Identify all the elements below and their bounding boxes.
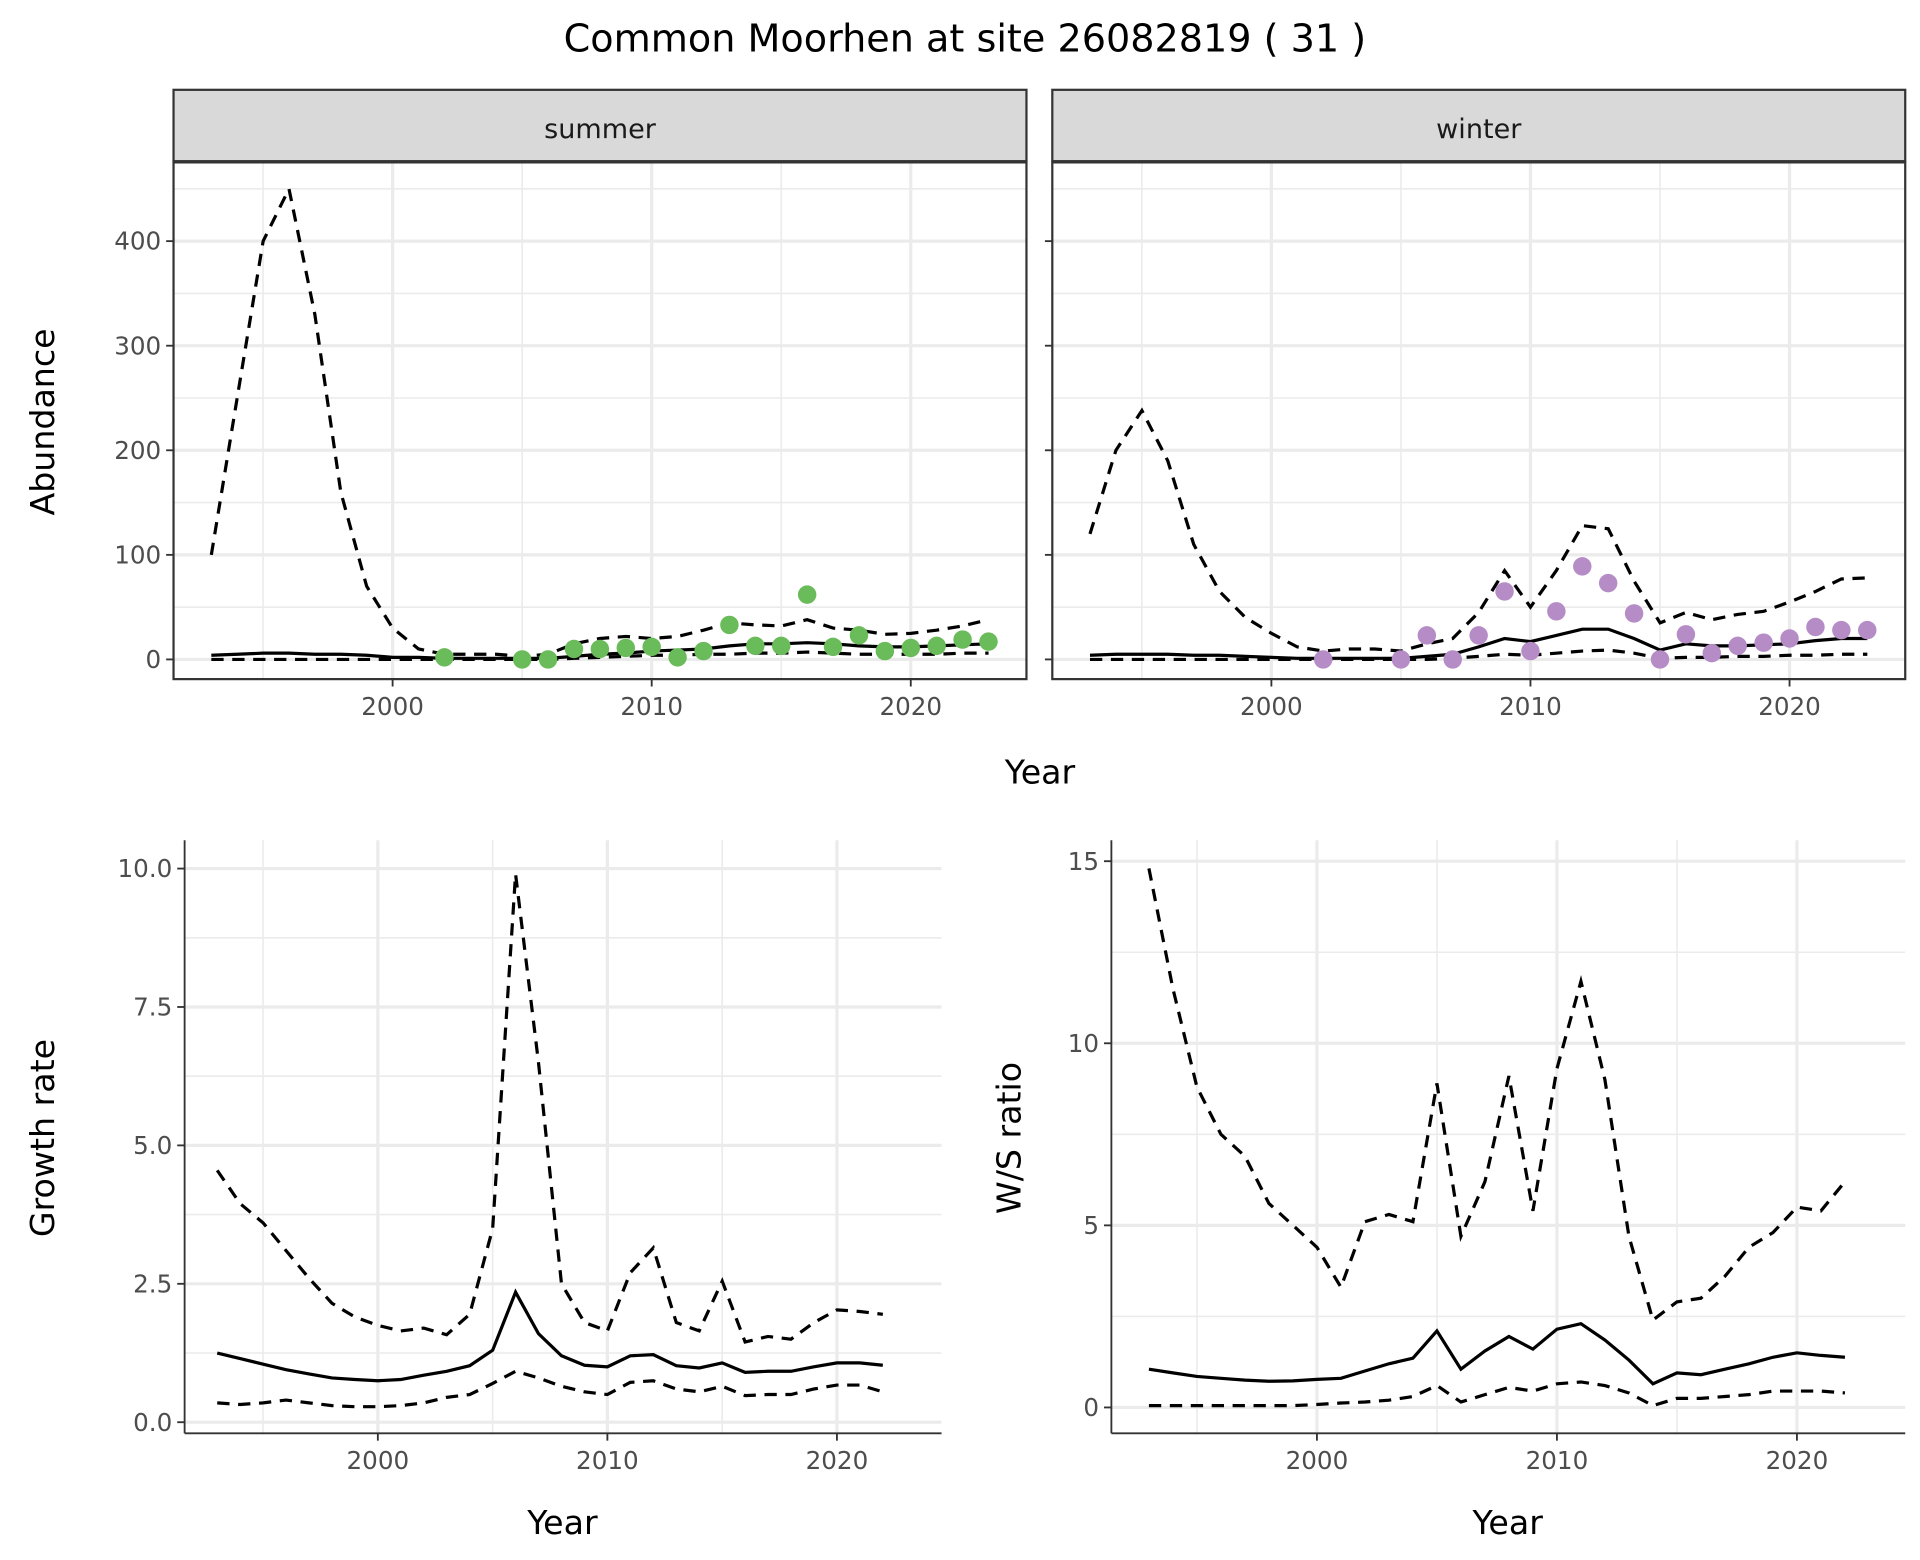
series-line-upper [209, 183, 989, 658]
panel-ws: 2000 2010 2020 0 5 10 15 [1068, 840, 1906, 1475]
plot-background [184, 840, 942, 1434]
facet-strip [172, 88, 1028, 163]
data-point [1598, 573, 1618, 593]
data-point [1624, 604, 1644, 623]
data-point [927, 636, 946, 656]
panel-winter: winter 2000 2010 2020 [1044, 88, 1907, 721]
plot-background [1111, 840, 1906, 1434]
data-point [746, 636, 765, 656]
x-tick-label: 2000 [1240, 692, 1303, 721]
y-axis-label-abundance: Abundance [23, 328, 62, 515]
series-line-estimate [216, 1288, 883, 1383]
x-tick-label: 2020 [806, 1446, 869, 1475]
data-point [720, 615, 739, 635]
y-tick-label: 7.5 [133, 993, 172, 1022]
data-point [538, 650, 558, 669]
data-point [642, 637, 661, 657]
y-tick-label: 2.5 [133, 1269, 172, 1298]
x-axis-label-ws: Year [1472, 1503, 1544, 1542]
y-tick-label: 100 [114, 540, 161, 569]
y-tick-label: 10 [1068, 1029, 1099, 1058]
data-point [694, 641, 713, 661]
y-tick-label: 400 [114, 227, 161, 256]
x-tick-label: 2000 [361, 692, 424, 721]
panel-summer: summer 2000 2010 2020 0 100 200 300 400 [114, 88, 1028, 721]
data-point [1728, 636, 1747, 656]
panel-border [1051, 161, 1907, 681]
data-point [953, 630, 972, 649]
data-point [1858, 620, 1877, 640]
y-tick-label: 300 [114, 331, 161, 360]
series-line-upper [1088, 407, 1868, 653]
data-point [1806, 617, 1825, 637]
series-line-upper [1147, 868, 1847, 1323]
data-point [1573, 557, 1592, 576]
data-point [668, 648, 687, 667]
y-tick-label: 0.0 [133, 1408, 172, 1437]
data-point [875, 641, 895, 661]
y-tick-label: 5.0 [133, 1131, 172, 1160]
x-tick-label: 2010 [620, 692, 683, 721]
y-tick-label: 15 [1068, 847, 1099, 876]
x-tick-label: 2000 [1286, 1446, 1349, 1475]
x-tick-label: 2000 [347, 1446, 410, 1475]
y-tick-label: 200 [114, 436, 161, 465]
data-point [1521, 641, 1540, 661]
y-axis-label-growth: Growth rate [23, 1039, 62, 1237]
facet-strip [1051, 88, 1907, 163]
data-point [512, 650, 532, 669]
data-point [564, 639, 584, 659]
data-point [1832, 620, 1851, 640]
series-line-lower [217, 1369, 884, 1409]
y-tick-label: 5 [1083, 1211, 1099, 1240]
data-point [979, 632, 998, 651]
x-tick-label: 2020 [1758, 692, 1821, 721]
series-line-lower [1089, 648, 1868, 662]
data-point [1754, 633, 1773, 652]
series-line-upper [215, 873, 884, 1344]
plot-background [173, 162, 1027, 680]
y-tick-label: 0 [146, 645, 162, 674]
data-point [1702, 643, 1722, 663]
series-line-estimate [1148, 1321, 1846, 1386]
panel-growth: 2000 2010 2020 0.0 2.5 5.0 7.5 10.0 [118, 840, 942, 1475]
data-point [435, 648, 454, 667]
x-tick-label: 2020 [879, 692, 942, 721]
data-point [1313, 650, 1333, 669]
x-tick-label: 2020 [1766, 1446, 1829, 1475]
data-point [797, 585, 817, 604]
data-point [590, 639, 610, 659]
x-tick-label: 2010 [1526, 1446, 1589, 1475]
series-line-lower [1148, 1380, 1846, 1408]
data-point [1469, 626, 1488, 645]
y-tick-label: 10.0 [118, 854, 173, 883]
facet-strip-label: summer [544, 114, 657, 145]
facet-strip-label: winter [1436, 114, 1522, 145]
plot-background [1052, 162, 1906, 680]
data-point [1417, 626, 1437, 645]
data-point [1495, 582, 1514, 601]
y-tick-label: 0 [1083, 1393, 1099, 1422]
panel-border [172, 161, 1028, 681]
x-axis-label-top: Year [1004, 753, 1076, 792]
chart-title: Common Moorhen at site 26082819 ( 31 ) [564, 17, 1367, 61]
data-point [1547, 602, 1566, 621]
data-point [1676, 625, 1696, 644]
data-point [901, 638, 920, 658]
x-tick-label: 2010 [1499, 692, 1562, 721]
data-point [772, 636, 791, 656]
data-point [1443, 650, 1462, 669]
data-point [849, 626, 869, 645]
x-tick-label: 2010 [576, 1446, 639, 1475]
data-point [1391, 650, 1411, 669]
y-axis-label-ws: W/S ratio [989, 1062, 1028, 1214]
data-point [1780, 629, 1799, 648]
data-point [823, 637, 843, 657]
data-point [616, 638, 636, 658]
x-axis-label-growth: Year [526, 1503, 598, 1542]
data-point [1650, 650, 1670, 669]
